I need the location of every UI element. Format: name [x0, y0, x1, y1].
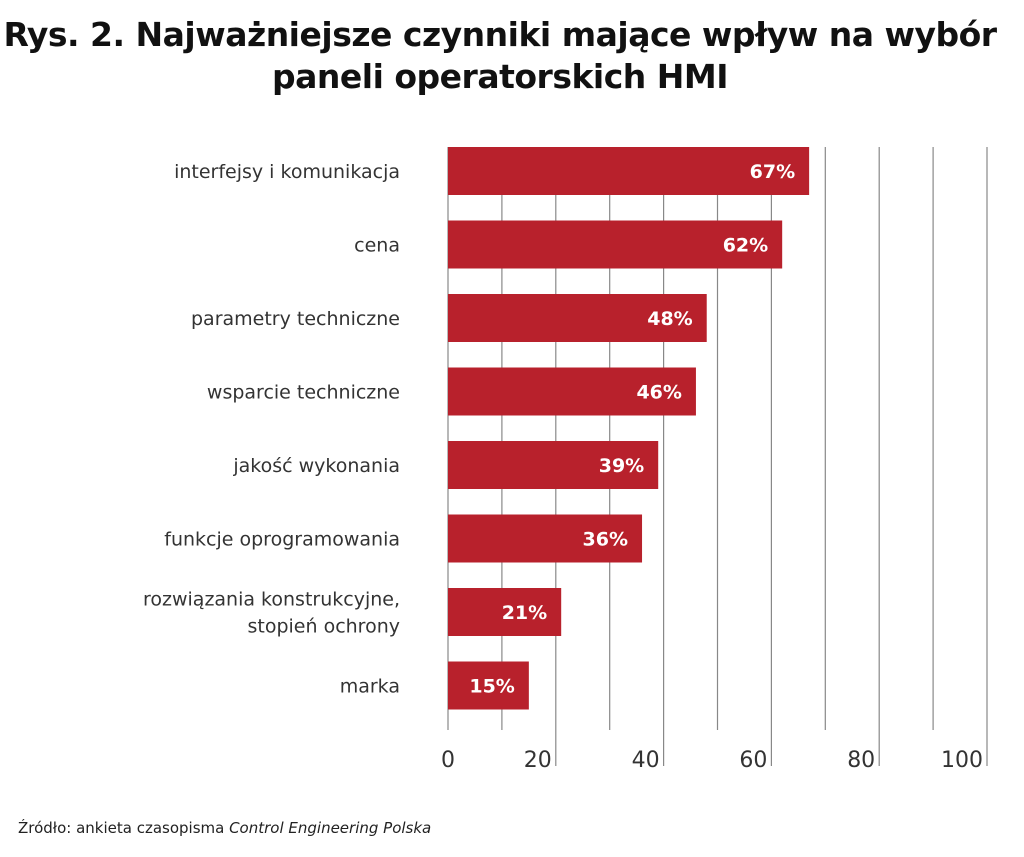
bar	[448, 220, 783, 269]
data-label: 62%	[723, 235, 768, 257]
source-publication: Control Engineering Polska	[229, 819, 432, 837]
category-label: jakość wykonania	[232, 455, 400, 477]
category-label: wsparcie techniczne	[207, 382, 400, 404]
title-line-1: Rys. 2. Najważniejsze czynniki mające wp…	[3, 15, 997, 54]
bar	[448, 441, 659, 489]
source-note: Źródło: ankieta czasopisma Control Engin…	[18, 819, 431, 837]
data-label: 46%	[636, 382, 681, 404]
bar	[448, 588, 562, 636]
source-prefix: Źródło: ankieta czasopisma	[18, 819, 230, 837]
x-tick-label: 40	[632, 748, 660, 773]
x-tick-label: 60	[739, 748, 767, 773]
category-label: rozwiązania konstrukcyjne,	[143, 589, 400, 611]
x-tick-label: 20	[524, 748, 552, 773]
category-label: parametry techniczne	[191, 308, 400, 330]
data-label: 36%	[583, 529, 628, 551]
data-label: 15%	[469, 676, 514, 698]
data-label: 21%	[502, 602, 547, 624]
bar	[448, 514, 643, 563]
x-tick-label: 0	[441, 748, 455, 773]
bar	[448, 367, 696, 416]
category-label: cena	[354, 235, 400, 257]
category-label: stopień ochrony	[247, 616, 400, 638]
x-tick-label: 100	[941, 748, 983, 773]
category-label: marka	[340, 676, 400, 698]
category-label: interfejsy i komunikacja	[174, 161, 400, 183]
chart-title: Rys. 2. Najważniejsze czynniki mające wp…	[0, 14, 1000, 98]
data-label: 67%	[750, 161, 795, 183]
bar	[448, 147, 810, 195]
x-tick-label: 80	[847, 748, 875, 773]
bar	[448, 661, 529, 710]
category-label: funkcje oprogramowania	[164, 529, 400, 551]
data-label: 48%	[647, 308, 692, 330]
bar	[448, 294, 707, 342]
data-label: 39%	[599, 455, 644, 477]
title-line-2: paneli operatorskich HMI	[272, 57, 729, 96]
